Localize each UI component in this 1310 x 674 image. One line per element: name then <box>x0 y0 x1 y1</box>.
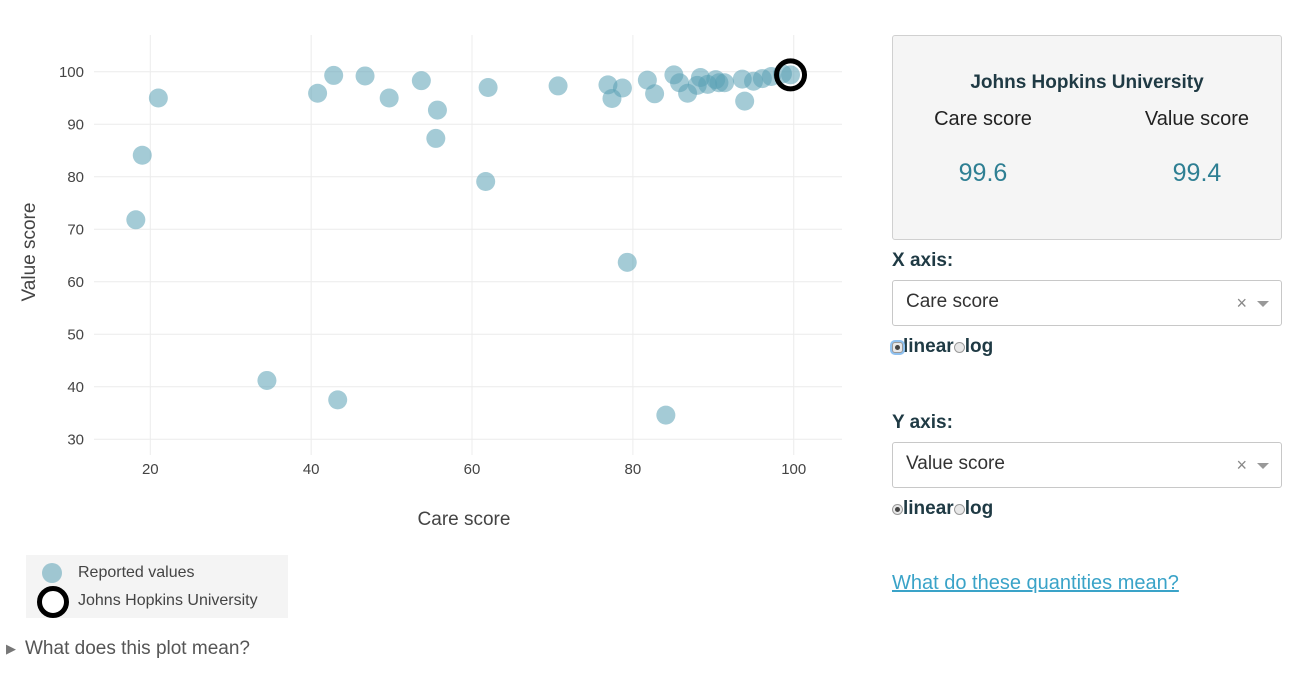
chevron-down-icon[interactable] <box>1257 301 1269 307</box>
selected-institution-name: Johns Hopkins University <box>970 72 1204 93</box>
x-axis-label: X axis: <box>892 250 954 271</box>
x-axis-select[interactable]: Care score × <box>892 280 1282 326</box>
data-point[interactable] <box>126 210 146 230</box>
care-score-heading: Care score <box>934 108 1032 130</box>
x-axis-clear-icon[interactable]: × <box>1236 293 1247 313</box>
x-tick-label: 60 <box>464 461 481 478</box>
y-scale-linear-label[interactable]: linear <box>903 498 954 519</box>
legend-swatch-dot <box>36 562 68 584</box>
y-axis-selected-value: Value score <box>906 453 1005 474</box>
x-scale-linear-radio[interactable] <box>892 341 903 353</box>
data-point[interactable] <box>324 65 344 85</box>
selected-info-panel: Johns Hopkins University Care score 99.6… <box>892 35 1282 240</box>
data-point[interactable] <box>645 84 665 104</box>
quantities-help-link[interactable]: What do these quantities mean? <box>892 572 1179 594</box>
plot-ticks: 20 40 60 80 100 30 40 50 60 70 80 90 100 <box>59 64 806 478</box>
y-tick-label: 90 <box>67 116 84 133</box>
x-axis-scale-radios: linear log <box>892 336 993 358</box>
data-point[interactable] <box>328 390 348 410</box>
plot-points <box>126 58 808 425</box>
y-scale-log-radio[interactable] <box>953 503 965 515</box>
data-point[interactable] <box>355 66 375 86</box>
care-score-column: Care score 99.6 <box>893 108 1073 188</box>
data-point[interactable] <box>656 405 676 425</box>
data-point[interactable] <box>781 65 801 85</box>
x-scale-linear-label[interactable]: linear <box>903 336 954 357</box>
y-axis-label: Y axis: <box>892 412 953 433</box>
legend-label: Johns Hopkins University <box>78 592 258 609</box>
y-tick-label: 80 <box>67 169 84 186</box>
y-tick-label: 60 <box>67 274 84 291</box>
data-point[interactable] <box>411 71 431 91</box>
x-tick-label: 20 <box>142 461 159 478</box>
legend-item-highlight[interactable]: Johns Hopkins University <box>26 586 258 618</box>
x-scale-log-label[interactable]: log <box>964 336 994 357</box>
data-point[interactable] <box>476 171 496 191</box>
y-scale-log-label[interactable]: log <box>964 498 994 519</box>
legend-swatch-ring <box>36 586 69 618</box>
x-axis-selected-value: Care score <box>906 291 999 312</box>
value-score-value: 99.4 <box>1172 159 1222 187</box>
data-point[interactable] <box>548 76 568 96</box>
plot-explanation-label: What does this plot mean? <box>25 638 250 659</box>
data-point[interactable] <box>715 73 735 93</box>
value-score-heading: Value score <box>1144 108 1250 130</box>
data-point[interactable] <box>478 78 498 97</box>
data-point[interactable] <box>379 88 399 108</box>
data-point[interactable] <box>612 78 632 98</box>
data-point[interactable] <box>735 91 755 111</box>
data-point[interactable] <box>148 88 168 108</box>
y-scale-linear-radio[interactable] <box>892 503 903 515</box>
plot-grid <box>94 35 842 455</box>
care-score-value: 99.6 <box>958 159 1008 187</box>
x-tick-label: 100 <box>781 461 806 478</box>
data-point[interactable] <box>257 370 277 390</box>
y-axis-select[interactable]: Value score × <box>892 442 1282 488</box>
data-point[interactable] <box>132 145 152 165</box>
value-score-column: Value score 99.4 <box>1107 108 1287 188</box>
data-point[interactable] <box>308 83 328 103</box>
highlight-point[interactable] <box>774 58 808 92</box>
x-tick-label: 40 <box>303 461 320 478</box>
x-axis-title: Care score <box>418 509 511 530</box>
y-axis-scale-radios: linear log <box>892 498 993 520</box>
chart-legend: Reported values Johns Hopkins University <box>26 555 288 618</box>
disclosure-triangle-icon: ▶ <box>6 641 16 656</box>
y-tick-label: 40 <box>67 379 84 396</box>
legend-item-reported[interactable]: Reported values <box>26 562 195 584</box>
x-tick-label: 80 <box>625 461 642 478</box>
legend-label: Reported values <box>78 564 195 581</box>
y-tick-label: 50 <box>67 326 84 343</box>
chevron-down-icon[interactable] <box>1257 463 1269 469</box>
data-point[interactable] <box>426 128 446 148</box>
y-tick-label: 70 <box>67 221 84 238</box>
data-point[interactable] <box>617 252 637 272</box>
y-tick-label: 30 <box>67 431 84 448</box>
y-tick-label: 100 <box>59 64 84 81</box>
x-scale-log-radio[interactable] <box>953 341 965 353</box>
plot-explanation-toggle[interactable]: ▶ What does this plot mean? <box>6 638 250 660</box>
y-axis-clear-icon[interactable]: × <box>1236 455 1247 475</box>
data-point[interactable] <box>427 100 447 120</box>
y-axis-title: Value score <box>19 203 40 302</box>
